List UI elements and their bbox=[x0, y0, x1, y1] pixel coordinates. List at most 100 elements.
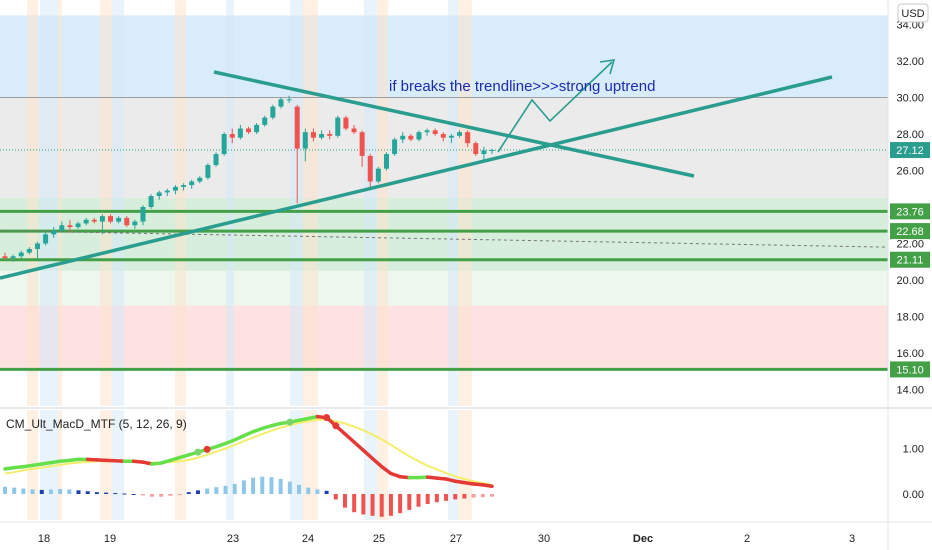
histogram-bar bbox=[287, 481, 292, 494]
candle-body bbox=[237, 128, 243, 138]
price-zone bbox=[0, 270, 888, 306]
histogram-bar bbox=[490, 494, 494, 497]
candle-body bbox=[156, 192, 162, 197]
candle-body bbox=[246, 128, 251, 133]
histogram-bar bbox=[232, 483, 237, 494]
price-label-value: 21.11 bbox=[897, 255, 924, 267]
price-zone bbox=[0, 15, 888, 98]
candle-body bbox=[108, 216, 114, 222]
session-highlight bbox=[175, 410, 186, 520]
session-highlight bbox=[40, 410, 58, 520]
histogram-bar bbox=[131, 494, 136, 495]
candle-body bbox=[229, 134, 235, 138]
candle-body bbox=[18, 252, 24, 257]
candle-body bbox=[262, 117, 268, 125]
candle-body bbox=[392, 139, 398, 155]
session-highlight bbox=[112, 410, 124, 520]
y-tick-label: 16.00 bbox=[896, 348, 924, 360]
histogram-bar bbox=[58, 488, 63, 494]
y-tick-label: 26.00 bbox=[896, 166, 924, 178]
candle-body bbox=[286, 99, 292, 101]
histogram-bar bbox=[223, 485, 228, 494]
candle-body bbox=[59, 225, 65, 231]
candle-body bbox=[164, 190, 170, 193]
histogram-bar bbox=[480, 494, 485, 498]
candle-body bbox=[140, 207, 146, 222]
session-highlight bbox=[303, 410, 318, 520]
histogram-bar bbox=[122, 493, 127, 495]
x-tick-label: 25 bbox=[373, 533, 385, 545]
session-highlight bbox=[377, 410, 388, 520]
y-tick-label: 28.00 bbox=[896, 129, 924, 141]
x-tick-label: 19 bbox=[104, 533, 116, 545]
histogram-bar bbox=[370, 494, 375, 516]
candle-body bbox=[51, 230, 57, 235]
histogram-bar bbox=[39, 489, 44, 494]
histogram-bar bbox=[113, 493, 118, 495]
candle-body bbox=[83, 219, 89, 224]
candle-body bbox=[327, 134, 333, 136]
candle-body bbox=[270, 106, 276, 118]
candle-body bbox=[197, 177, 203, 182]
histogram-bar bbox=[324, 490, 329, 494]
price-label-value: 27.12 bbox=[896, 145, 924, 157]
histogram-bar bbox=[67, 489, 72, 494]
session-highlight bbox=[458, 410, 472, 520]
candle-body bbox=[408, 135, 414, 140]
session-highlight bbox=[290, 0, 303, 406]
histogram-bar bbox=[21, 488, 26, 494]
y-tick-label: 14.00 bbox=[896, 385, 924, 397]
session-highlight bbox=[364, 410, 377, 520]
histogram-bar bbox=[306, 487, 311, 494]
histogram-bar bbox=[76, 490, 81, 494]
candle-body bbox=[432, 130, 438, 134]
histogram-bar bbox=[104, 492, 109, 494]
histogram-bar bbox=[214, 487, 219, 494]
histogram-bar bbox=[260, 476, 265, 494]
histogram-bar bbox=[416, 494, 421, 507]
candle-body bbox=[181, 185, 187, 187]
histogram-bar bbox=[453, 494, 458, 500]
x-tick-label: 3 bbox=[849, 533, 855, 545]
price-scale[interactable] bbox=[888, 0, 932, 550]
candle-body bbox=[400, 135, 406, 140]
ascending-trendline[interactable] bbox=[0, 75, 833, 280]
candle-body bbox=[67, 225, 73, 228]
macd-segment bbox=[343, 432, 356, 444]
y-tick-label: 32.00 bbox=[896, 56, 924, 68]
histogram-bar bbox=[471, 494, 476, 498]
price-label-value: 15.10 bbox=[896, 364, 924, 376]
histogram-bar bbox=[444, 494, 449, 501]
currency-box[interactable] bbox=[897, 3, 929, 23]
price-zone bbox=[0, 97, 888, 198]
arrow-head bbox=[599, 59, 616, 75]
candle-body bbox=[124, 217, 130, 226]
histogram-bar bbox=[94, 492, 99, 494]
y-tick-label: 18.00 bbox=[896, 312, 924, 324]
cross-marker bbox=[332, 422, 340, 430]
session-highlight bbox=[175, 0, 186, 406]
histogram-bar bbox=[379, 494, 384, 517]
projected-path-arrow[interactable] bbox=[497, 61, 613, 153]
session-highlight bbox=[226, 410, 234, 520]
histogram-bar bbox=[150, 494, 155, 497]
indicator-tick-label: 0.00 bbox=[903, 489, 924, 501]
candle-body bbox=[34, 243, 40, 249]
x-tick-label: 24 bbox=[302, 533, 314, 545]
candle-body bbox=[424, 130, 430, 133]
histogram-bar bbox=[205, 488, 210, 494]
histogram-bar bbox=[140, 494, 145, 496]
session-highlight bbox=[290, 410, 303, 520]
histogram-bar bbox=[241, 480, 246, 494]
candle-body bbox=[310, 132, 316, 138]
candle-body bbox=[302, 132, 308, 149]
candle-body bbox=[351, 128, 357, 133]
descending-trendline[interactable] bbox=[213, 70, 695, 178]
candle-body bbox=[26, 248, 32, 253]
price-label-box bbox=[890, 361, 930, 378]
candle-body bbox=[132, 221, 138, 226]
histogram-bar bbox=[168, 494, 173, 496]
session-highlight bbox=[448, 410, 458, 520]
candle-body bbox=[294, 106, 300, 149]
